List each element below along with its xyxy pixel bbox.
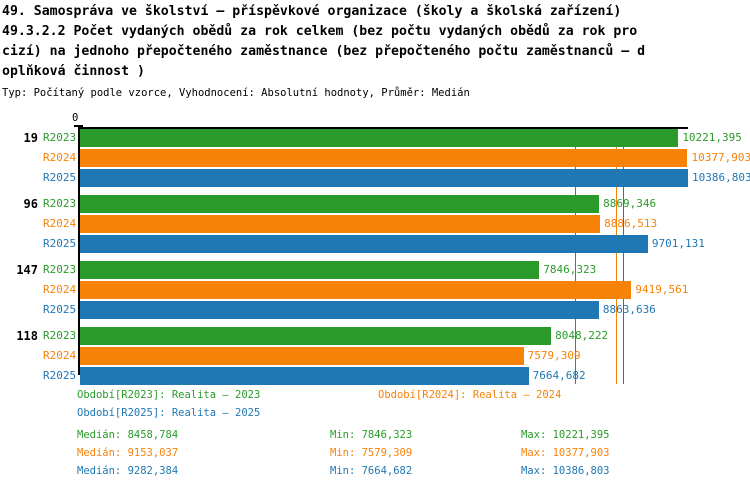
group-label: 118 — [16, 329, 38, 343]
bar-r2025[interactable] — [80, 301, 599, 319]
bar-r2025[interactable] — [80, 367, 529, 385]
stats-row: Medián: 8458,784 Min: 7846,323 Max: 10221,… — [0, 426, 750, 444]
bar-r2023[interactable] — [80, 261, 540, 279]
bar-r2023[interactable] — [80, 327, 552, 345]
median-line-r2024 — [615, 129, 617, 384]
x-axis-line — [78, 127, 688, 129]
stat-min: Min: 7664,682 — [330, 465, 413, 477]
bar-row: R2025 10386,803 — [0, 169, 750, 187]
series-label-r2023: R2023 — [43, 131, 77, 144]
series-label-r2025: R2025 — [43, 303, 77, 316]
group-label: 147 — [16, 263, 38, 277]
series-label-r2023: R2023 — [43, 329, 77, 342]
bar-r2023[interactable] — [80, 195, 600, 213]
series-label-r2024: R2024 — [43, 283, 77, 296]
bar-value-label: 10386,803 — [692, 171, 750, 184]
page-title: 49. Samospráva ve školství – příspěvkové… — [2, 2, 748, 82]
chart-legend: Období[R2023]: Realita – 2023 Období[R202… — [0, 386, 750, 496]
bar-group: 96 R2023 8869,346 R2024 8886,513 R2025 9701,13… — [0, 195, 750, 253]
y-axis-line — [78, 127, 80, 375]
stat-max: Max: 10221,395 — [521, 429, 610, 441]
stat-min: Min: 7846,323 — [330, 429, 413, 441]
group-label: 96 — [23, 197, 38, 211]
bar-row: R2023 8869,346 — [0, 195, 750, 213]
legend-entry: Období[R2023]: Realita – 2023 — [77, 389, 261, 401]
bar-value-label: 7579,309 — [527, 349, 581, 362]
bar-r2024[interactable] — [80, 215, 601, 233]
median-line-r2023 — [575, 129, 577, 384]
series-label-r2025: R2025 — [43, 171, 77, 184]
series-label-r2025: R2025 — [43, 369, 77, 382]
axis-zero-tick-mark — [74, 125, 83, 127]
title-line-2: 49.3.2.2 Počet vydaných obědů za rok cel… — [2, 24, 638, 39]
bar-value-label: 7664,682 — [532, 369, 586, 382]
bar-row: R2025 8863,636 — [0, 301, 750, 319]
bar-row: R2024 7579,309 — [0, 347, 750, 365]
stats-row: Medián: 9282,384 Min: 7664,682 Max: 10386,… — [0, 462, 750, 480]
bar-r2025[interactable] — [80, 235, 648, 253]
stat-min: Min: 7579,309 — [330, 447, 413, 459]
legend-entry: Období[R2025]: Realita – 2025 — [77, 407, 261, 419]
group-label: 19 — [23, 131, 38, 145]
stat-max: Max: 10377,903 — [521, 447, 610, 459]
bar-r2024[interactable] — [80, 347, 524, 365]
bar-row: R2025 9701,131 — [0, 235, 750, 253]
bar-r2024[interactable] — [80, 149, 688, 167]
bar-group: 19 R2023 10221,395 R2024 10377,903 R2025 10386… — [0, 129, 750, 187]
stat-median: Medián: 9153,037 — [77, 447, 179, 459]
bar-value-label: 9419,561 — [635, 283, 689, 296]
bar-value-label: 8869,346 — [603, 197, 657, 210]
bar-row: R2024 10377,903 — [0, 149, 750, 167]
stat-median: Medián: 9282,384 — [77, 465, 179, 477]
bar-row: R2025 7664,682 — [0, 367, 750, 385]
bar-value-label: 8863,636 — [602, 303, 656, 316]
axis-zero-tick-label: 0 — [72, 112, 79, 124]
stat-median: Medián: 8458,784 — [77, 429, 179, 441]
bar-r2024[interactable] — [80, 281, 632, 299]
bar-value-label: 9701,131 — [651, 237, 705, 250]
bar-value-label: 8048,222 — [555, 329, 609, 342]
bar-row: R2023 7846,323 — [0, 261, 750, 279]
bar-row: R2024 9419,561 — [0, 281, 750, 299]
bar-row: R2024 8886,513 — [0, 215, 750, 233]
title-line-3: cizí) na jednoho přepočteného zaměstnanc… — [2, 44, 646, 59]
bar-r2023[interactable] — [80, 129, 679, 147]
legend-row: Období[R2025]: Realita – 2025 — [0, 404, 750, 422]
stat-max: Max: 10386,803 — [521, 465, 610, 477]
title-line-4: oplňková činnost ) — [2, 64, 145, 79]
title-line-1: 49. Samospráva ve školství – příspěvkové… — [2, 4, 622, 19]
bar-row: R2023 8048,222 — [0, 327, 750, 345]
bar-row: R2023 10221,395 — [0, 129, 750, 147]
bar-value-label: 10377,903 — [691, 151, 750, 164]
bar-chart-plot: 0 19 R2023 10221,395 R2024 10377,903 R2025 103… — [0, 112, 750, 385]
legend-entry: Období[R2024]: Realita – 2024 — [378, 389, 562, 401]
bar-value-label: 7846,323 — [543, 263, 597, 276]
bar-value-label: 10221,395 — [682, 131, 742, 144]
legend-row: Období[R2023]: Realita – 2023 Období[R202… — [0, 386, 750, 404]
median-line-r2025 — [623, 129, 625, 384]
stats-row: Medián: 9153,037 Min: 7579,309 Max: 10377,… — [0, 444, 750, 462]
series-label-r2025: R2025 — [43, 237, 77, 250]
bar-r2025[interactable] — [80, 169, 688, 187]
chart-subtitle: Typ: Počítaný podle vzorce, Vyhodnocení:… — [2, 87, 470, 99]
series-label-r2024: R2024 — [43, 151, 77, 164]
bar-value-label: 8886,513 — [604, 217, 658, 230]
series-label-r2024: R2024 — [43, 217, 77, 230]
bar-group: 147 R2023 7846,323 R2024 9419,561 R2025 8863,6… — [0, 261, 750, 319]
bar-group: 118 R2023 8048,222 R2024 7579,309 R2025 7664,6… — [0, 327, 750, 385]
series-label-r2023: R2023 — [43, 197, 77, 210]
series-label-r2024: R2024 — [43, 349, 77, 362]
series-label-r2023: R2023 — [43, 263, 77, 276]
